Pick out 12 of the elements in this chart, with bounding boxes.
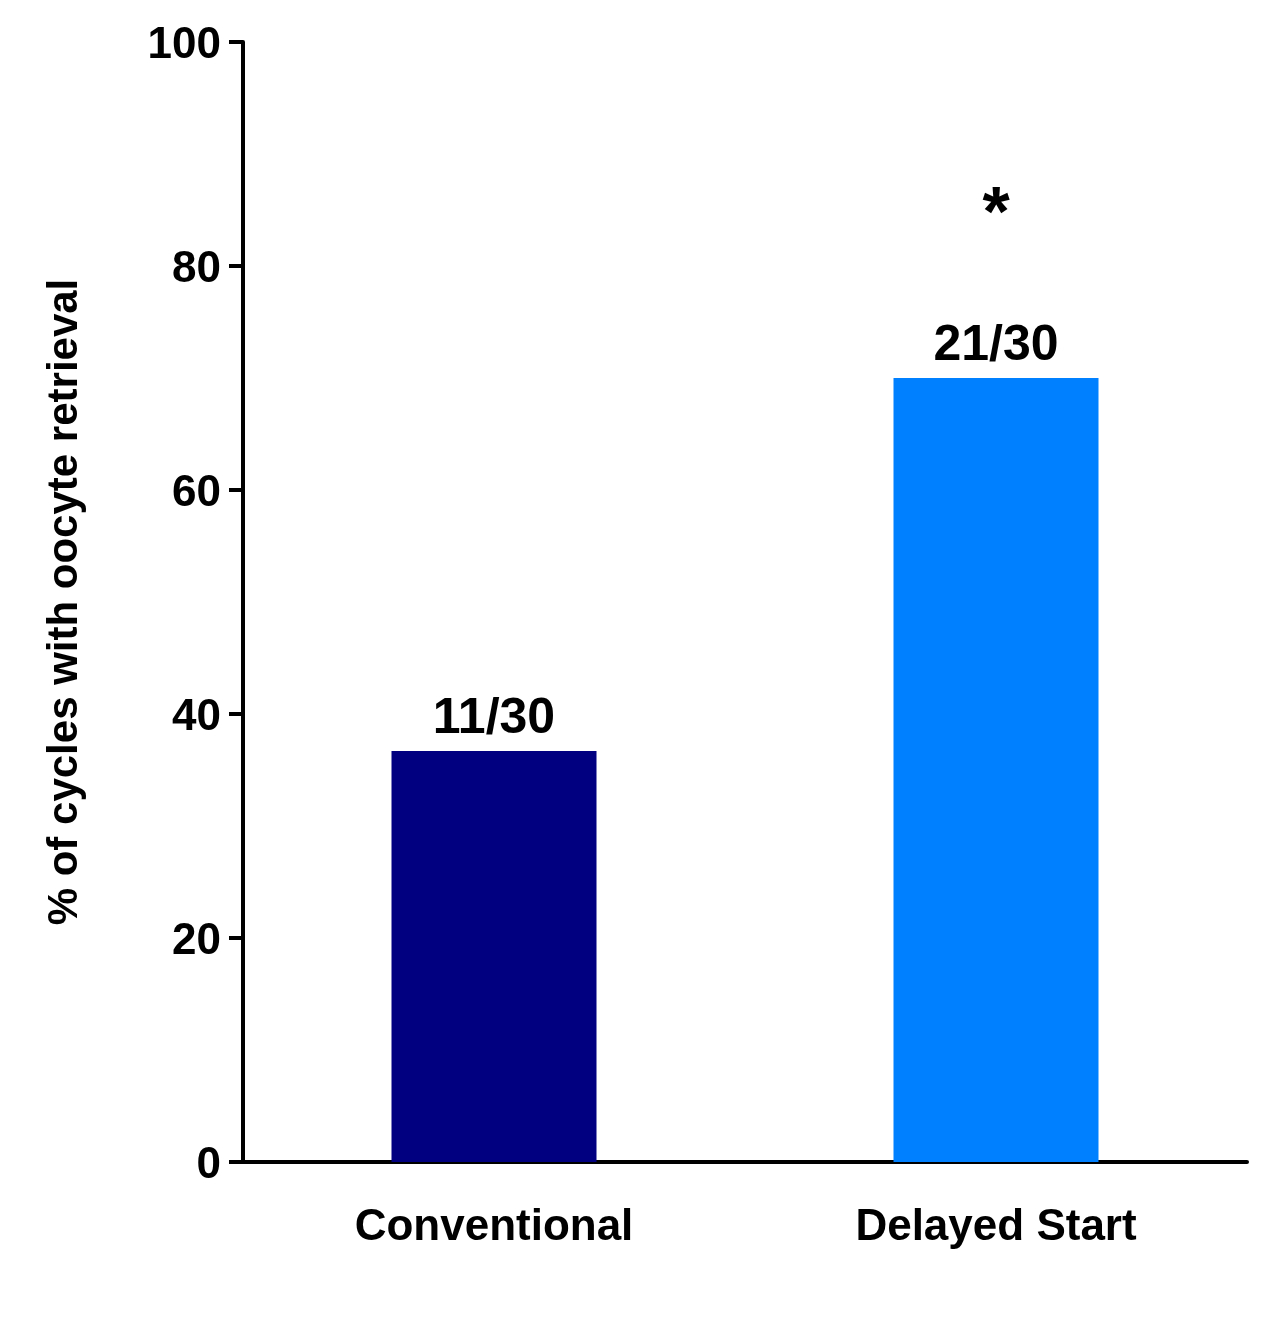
y-axis-title: % of cycles with oocyte retrieval	[38, 278, 86, 926]
y-tick-label: 40	[172, 689, 221, 739]
data-label: 11/30	[432, 687, 556, 744]
y-tick-label: 60	[172, 465, 221, 515]
y-tick-label: 20	[172, 913, 221, 963]
y-tick-label: 80	[172, 241, 221, 291]
y-tick-label: 100	[147, 17, 221, 67]
y-tick-label: 0	[196, 1137, 221, 1187]
x-tick-label: Delayed Start	[855, 1199, 1137, 1249]
annotation: *	[982, 173, 1011, 251]
x-tick-label: Conventional	[354, 1199, 634, 1249]
data-label: 21/30	[933, 315, 1059, 371]
